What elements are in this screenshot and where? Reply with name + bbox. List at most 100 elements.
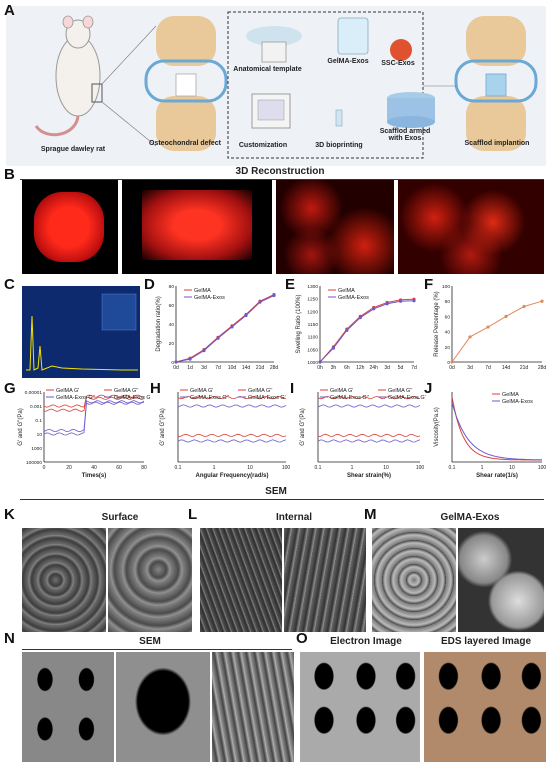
x-tick-label: 0.1: [175, 465, 182, 471]
sem-internal-low: [200, 528, 282, 632]
eds-layered-image: [424, 652, 546, 762]
series-line: [175, 294, 275, 363]
legend-entry: GelMA-Exos: [194, 295, 225, 301]
panel-label-m: M: [364, 506, 377, 523]
legend-entry: GelMA G': [330, 388, 353, 394]
panel-label-b: B: [4, 166, 15, 183]
series-line: [319, 298, 415, 363]
x-tick-label: 100: [416, 465, 425, 471]
data-point: [202, 349, 206, 353]
x-tick-label: 3d: [201, 365, 207, 371]
y-axis-label: Viscosity(Pa.s): [434, 407, 440, 447]
sem-gelma-exos-high: [458, 528, 544, 632]
x-tick-label: 6h: [344, 365, 350, 371]
y-tick-label: 40: [445, 330, 451, 336]
recon-image-1: [22, 180, 118, 274]
y-axis-label: Degradation ratio(%): [156, 296, 162, 351]
legend-entry: GelMA-Exos G'': [330, 395, 369, 401]
gelma-exos-caption: GelMA-Exos: [327, 58, 369, 65]
data-point: [398, 299, 403, 303]
exosome-cluster: [390, 39, 412, 61]
data-point: [216, 336, 220, 340]
series-line: [177, 433, 287, 438]
x-tick-label: 10: [247, 465, 253, 471]
chart-strain-sweep: G' and G''(Pa) Shear strain(%) 0.1 1 10 100 Ge…: [300, 388, 426, 479]
ssc-exos-caption: SSC-Exos: [381, 60, 415, 67]
series-line: [177, 439, 287, 443]
series-line: [451, 402, 542, 461]
series-line: [43, 394, 145, 408]
series-line: [177, 404, 287, 408]
customization-caption: Customization: [238, 142, 288, 149]
y-tick-label: 0: [171, 360, 174, 366]
x-tick-label: 100: [282, 465, 291, 471]
legend-entry: GelMA-Exos G': [388, 395, 426, 401]
legend-entry: GelMA: [194, 288, 211, 294]
electron-image: [300, 652, 420, 762]
surface-title: Surface: [101, 512, 139, 523]
series-line: [317, 439, 421, 443]
x-tick-label: 10d: [228, 365, 237, 371]
sem-rule: [20, 499, 544, 500]
y-tick-label: 0.00001: [25, 390, 43, 396]
data-point: [188, 357, 192, 361]
x-tick-label: 1: [213, 465, 216, 471]
data-point: [450, 360, 454, 364]
data-point: [468, 335, 472, 339]
data-point: [504, 314, 508, 318]
panel-label-e: E: [285, 276, 296, 293]
data-point: [385, 302, 389, 306]
x-axis-label: Angular Frequency(rad/s): [195, 473, 268, 479]
legend-entry: GelMA-Exos G': [248, 395, 286, 401]
x-tick-label: 80: [141, 465, 147, 471]
sem-n-title: SEM: [139, 636, 161, 647]
defect-marker: [91, 83, 103, 103]
sem-grid-strut: [212, 652, 294, 762]
schematic-illustration: [34, 11, 538, 159]
x-tick-label: 12h: [356, 365, 365, 371]
x-tick-label: 20: [66, 465, 72, 471]
legend-entry: GelMA G'': [248, 388, 272, 394]
data-point: [244, 313, 248, 318]
y-tick-label: 0.1: [35, 418, 42, 424]
sem-surface-high: [108, 528, 192, 632]
data-point: [318, 360, 322, 364]
x-tick-label: 1: [351, 465, 354, 471]
implanted-scaffold: [485, 73, 507, 97]
x-tick-label: 0: [43, 465, 46, 471]
x-tick-label: 24h: [370, 365, 379, 371]
sem-title: SEM: [265, 486, 287, 497]
recon-title: 3D Reconstruction: [235, 166, 325, 177]
series-line: [43, 401, 145, 436]
chart-degradation: Degradation ratio(%) 0d 1d 3d 7d 10d 14d 21d 28d…: [156, 284, 278, 371]
x-tick-label: 0.1: [315, 465, 322, 471]
x-tick-label: 10: [509, 465, 515, 471]
schematic-panel: [6, 6, 546, 166]
y-tick-label: 1100: [308, 335, 319, 341]
template-caption: Anatomical template: [233, 66, 302, 73]
series-line: [177, 395, 287, 400]
internal-title: Internal: [275, 512, 313, 523]
rat-tail: [34, 115, 80, 137]
data-point: [486, 325, 490, 329]
tibia-bone: [156, 96, 216, 151]
series-line: [451, 300, 543, 363]
y-axis-label: G' and G''(Pa): [18, 408, 24, 445]
implant-caption: Scafflod implantion: [464, 140, 530, 147]
sem-gelma-exos-low: [372, 528, 456, 632]
data-point: [358, 316, 362, 320]
x-tick-label: 0d: [449, 365, 455, 371]
data-point: [522, 304, 526, 309]
y-tick-label: 60: [169, 303, 175, 309]
y-tick-label: 20: [445, 345, 451, 351]
x-tick-label: 21d: [520, 365, 529, 371]
x-axis-label: Shear rate(1/s): [476, 473, 518, 479]
legend-entry: GelMA-Exos: [502, 399, 533, 405]
x-tick-label: 3d: [467, 365, 473, 371]
gelma-exos-title: GelMA-Exos: [440, 512, 500, 523]
y-tick-label: 1050: [307, 347, 318, 353]
panel-label-j: J: [424, 380, 433, 397]
series-line: [175, 295, 275, 363]
recon-image-4: [398, 180, 544, 274]
x-tick-label: 0d: [173, 365, 179, 371]
